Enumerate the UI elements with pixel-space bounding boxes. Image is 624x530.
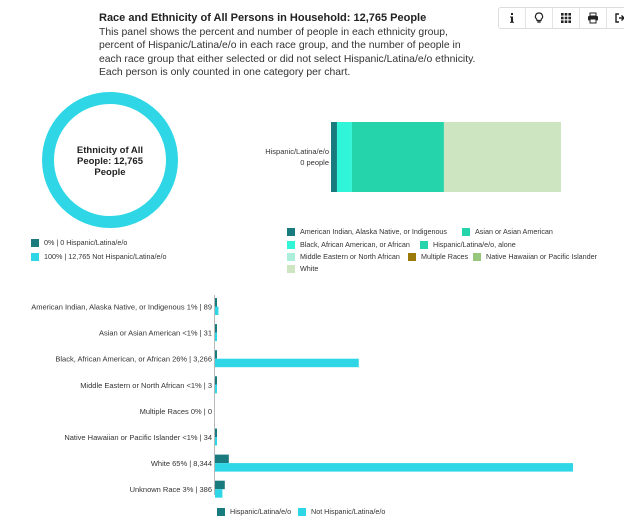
stacked-segment-white[interactable] bbox=[443, 122, 561, 192]
legend-item-american-indian[interactable]: American Indian, Alaska Native, or Indig… bbox=[287, 227, 447, 236]
legend-swatch bbox=[462, 227, 470, 236]
legend-label: Hispanic/Latina/e/o bbox=[230, 507, 292, 516]
legend-swatch bbox=[473, 252, 481, 261]
bar-not-hispanic[interactable] bbox=[215, 306, 219, 316]
lightbulb-icon bbox=[534, 12, 544, 23]
legend-item-not-hispanic[interactable]: Not Hispanic/Latina/e/o bbox=[298, 507, 385, 516]
bar-not-hispanic[interactable] bbox=[215, 384, 217, 394]
legend-swatch bbox=[287, 227, 295, 236]
page-title: Race and Ethnicity of All Persons in Hou… bbox=[99, 12, 427, 24]
category-label: Middle Eastern or North African <1% | 3 bbox=[80, 381, 212, 390]
legend-item-asian[interactable]: Asian or Asian American bbox=[462, 227, 553, 236]
bar-hispanic[interactable] bbox=[215, 454, 229, 464]
legend-swatch bbox=[287, 264, 295, 273]
bar-hispanic[interactable] bbox=[215, 428, 217, 438]
category-label: Asian or Asian American <1% | 31 bbox=[99, 329, 212, 338]
legend-item-multiple-races[interactable]: Multiple Races bbox=[408, 252, 468, 261]
bar-hispanic[interactable] bbox=[215, 376, 217, 385]
donut-center-label-line3: People bbox=[94, 167, 125, 178]
legend-item-hispanic-alone[interactable]: Hispanic/Latina/e/o, alone bbox=[420, 240, 516, 249]
legend-label: Hispanic/Latina/e/o, alone bbox=[433, 240, 516, 249]
legend-swatch bbox=[408, 252, 416, 261]
bar-not-hispanic[interactable] bbox=[215, 437, 217, 446]
legend-label: Middle Eastern or North African bbox=[300, 252, 400, 261]
bar-hispanic[interactable] bbox=[215, 298, 217, 307]
bar-hispanic[interactable] bbox=[215, 480, 225, 490]
bar-not-hispanic[interactable] bbox=[215, 489, 223, 498]
race-stacked-bar-chart: Hispanic/Latina/e/o 0 people bbox=[265, 122, 561, 192]
info-icon bbox=[510, 13, 514, 23]
bar-not-hispanic[interactable] bbox=[215, 358, 359, 368]
bar-hispanic[interactable] bbox=[215, 324, 217, 333]
print-button[interactable] bbox=[580, 8, 607, 28]
bar-not-hispanic[interactable] bbox=[215, 463, 573, 472]
legend-label: American Indian, Alaska Native, or Indig… bbox=[300, 227, 448, 236]
legend-swatch bbox=[31, 252, 39, 261]
category-label: Black, African American, or African 26% … bbox=[55, 355, 212, 364]
legend-label: 100% | 12,765 Not Hispanic/Latina/e/o bbox=[44, 252, 167, 261]
stacked-bar-category-label: Hispanic/Latina/e/o bbox=[265, 147, 329, 156]
category-label: White 65% | 8,344 bbox=[151, 459, 212, 468]
legend-swatch bbox=[287, 240, 295, 249]
legend-item-white[interactable]: White bbox=[287, 264, 318, 273]
legend-swatch bbox=[298, 507, 306, 516]
legend-label: Native Hawaiian or Pacific Islander bbox=[486, 252, 598, 261]
toolbar bbox=[498, 7, 624, 29]
print-icon bbox=[588, 12, 598, 24]
category-label: Multiple Races 0% | 0 bbox=[140, 407, 212, 416]
donut-center-label-line2: People: 12,765 bbox=[77, 156, 144, 167]
category-label: American Indian, Alaska Native, or Indig… bbox=[31, 303, 212, 312]
donut-slice-not-hispanic[interactable] bbox=[42, 92, 178, 228]
legend-item-not-hispanic[interactable]: 100% | 12,765 Not Hispanic/Latina/e/o bbox=[31, 252, 167, 261]
legend-label: 0% | 0 Hispanic/Latina/e/o bbox=[44, 238, 128, 247]
legend-item-hispanic[interactable]: Hispanic/Latina/e/o bbox=[217, 507, 291, 516]
bar-not-hispanic[interactable] bbox=[215, 332, 217, 342]
legend-swatch bbox=[217, 507, 225, 516]
panel-description: This panel shows the percent and number … bbox=[99, 27, 476, 79]
legend-label: Asian or Asian American bbox=[475, 227, 553, 236]
category-label: Unknown Race 3% | 386 bbox=[130, 485, 212, 494]
legend-swatch bbox=[287, 252, 295, 261]
stacked-segment-hispanic[interactable] bbox=[351, 122, 444, 192]
export-button[interactable] bbox=[607, 8, 624, 28]
bar-hispanic[interactable] bbox=[215, 350, 217, 359]
stacked-segment-black[interactable] bbox=[336, 122, 352, 192]
category-label: Native Hawaiian or Pacific Islander <1% … bbox=[64, 433, 212, 442]
legend-item-black[interactable]: Black, African American, or African bbox=[287, 240, 410, 249]
grid-icon bbox=[561, 13, 571, 23]
legend-swatch bbox=[31, 238, 39, 247]
export-icon bbox=[615, 13, 624, 23]
grid-button[interactable] bbox=[553, 8, 580, 28]
stacked-segment-american[interactable] bbox=[331, 122, 337, 192]
legend-item-native-hawaiian[interactable]: Native Hawaiian or Pacific Islander bbox=[473, 252, 597, 261]
legend-label: Multiple Races bbox=[421, 252, 469, 261]
legend-label: White bbox=[300, 264, 319, 273]
legend-item-middle-eastern[interactable]: Middle Eastern or North African bbox=[287, 252, 400, 261]
legend-swatch bbox=[420, 240, 428, 249]
race-by-ethnicity-bar-chart: American Indian, Alaska Native, or Indig… bbox=[31, 295, 573, 498]
donut-center-label-line1: Ethnicity of All bbox=[77, 145, 143, 156]
ethnicity-donut-chart: Ethnicity of All People: 12,765 People bbox=[42, 92, 178, 228]
legend-item-hispanic[interactable]: 0% | 0 Hispanic/Latina/e/o bbox=[31, 238, 127, 247]
stacked-bar-category-sublabel: 0 people bbox=[300, 158, 329, 167]
legend-label: Not Hispanic/Latina/e/o bbox=[311, 507, 386, 516]
info-button[interactable] bbox=[499, 8, 526, 28]
lightbulb-button[interactable] bbox=[526, 8, 553, 28]
legend-label: Black, African American, or African bbox=[300, 240, 410, 249]
